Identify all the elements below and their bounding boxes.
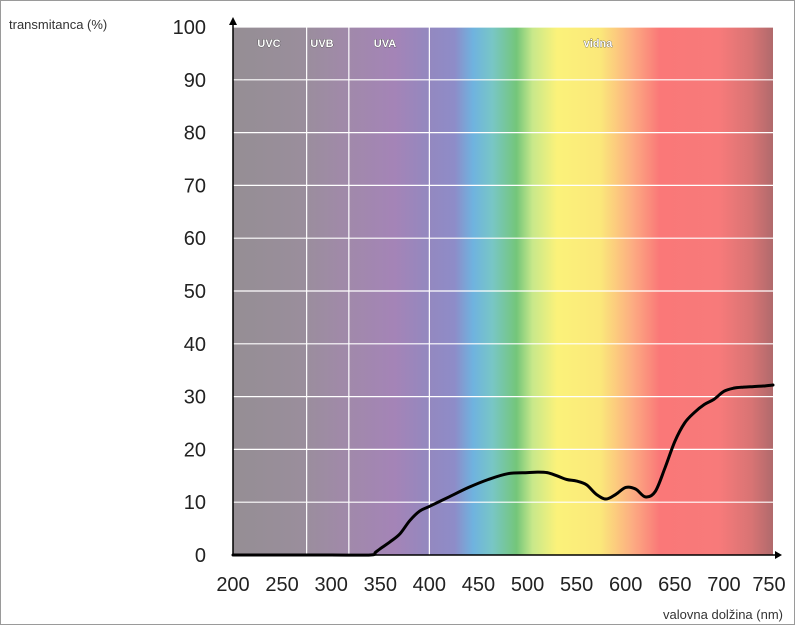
band-label: UVC — [257, 38, 280, 50]
y-tick-label: 30 — [184, 387, 206, 409]
band-label: UVB — [310, 38, 333, 50]
y-tick-label: 10 — [184, 492, 206, 514]
x-tick-label: 350 — [364, 574, 397, 596]
y-tick-label: 40 — [184, 334, 206, 356]
x-tick-label: 750 — [752, 574, 785, 596]
x-tick-label: 450 — [462, 574, 495, 596]
x-tick-labels: 200 250 300 350 400 450 500 550 600 650 700 750 — [216, 574, 785, 596]
transmittance-line — [231, 383, 775, 557]
x-tick-label: 550 — [560, 574, 593, 596]
x-tick-label: 600 — [609, 574, 642, 596]
y-tick-label: 50 — [184, 281, 206, 303]
y-tick-label: 80 — [184, 123, 206, 145]
x-tick-label: 250 — [265, 574, 298, 596]
y-tick-label: 90 — [184, 70, 206, 92]
x-tick-label: 400 — [413, 574, 446, 596]
x-tick-label: 200 — [216, 574, 249, 596]
x-tick-label: 650 — [658, 574, 691, 596]
y-tick-label: 70 — [184, 175, 206, 197]
band-label: UVA — [374, 38, 396, 50]
x-tick-label: 700 — [707, 574, 740, 596]
y-tick-label: 60 — [184, 228, 206, 250]
grid — [233, 26, 773, 503]
x-tick-label: 500 — [511, 574, 544, 596]
x-axis-arrow — [775, 551, 782, 559]
y-tick-labels: 0 10 20 30 40 50 60 70 80 90 100 — [173, 17, 206, 567]
y-axis-arrow — [229, 17, 237, 25]
y-axis-title: transmitanca (%) — [9, 17, 107, 32]
x-axis-title: valovna dolžina (nm) — [663, 607, 783, 622]
y-tick-label: 100 — [173, 17, 206, 39]
y-tick-label: 20 — [184, 439, 206, 461]
band-label: vidna — [584, 38, 614, 50]
x-tick-label: 300 — [314, 574, 347, 596]
spectral-bands: UVC UVB UVA vidna — [257, 27, 614, 555]
y-tick-label: 0 — [195, 545, 206, 567]
